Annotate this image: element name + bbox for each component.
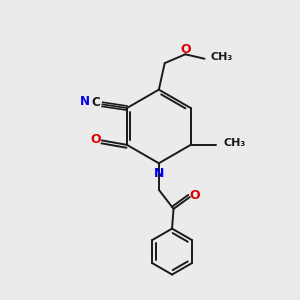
Text: CH₃: CH₃ [223,138,245,148]
Text: O: O [90,133,101,146]
Text: CH₃: CH₃ [211,52,233,62]
Text: N: N [80,95,89,109]
Text: N: N [154,167,164,180]
Text: O: O [190,189,200,202]
Text: C: C [92,96,100,110]
Text: O: O [180,43,190,56]
